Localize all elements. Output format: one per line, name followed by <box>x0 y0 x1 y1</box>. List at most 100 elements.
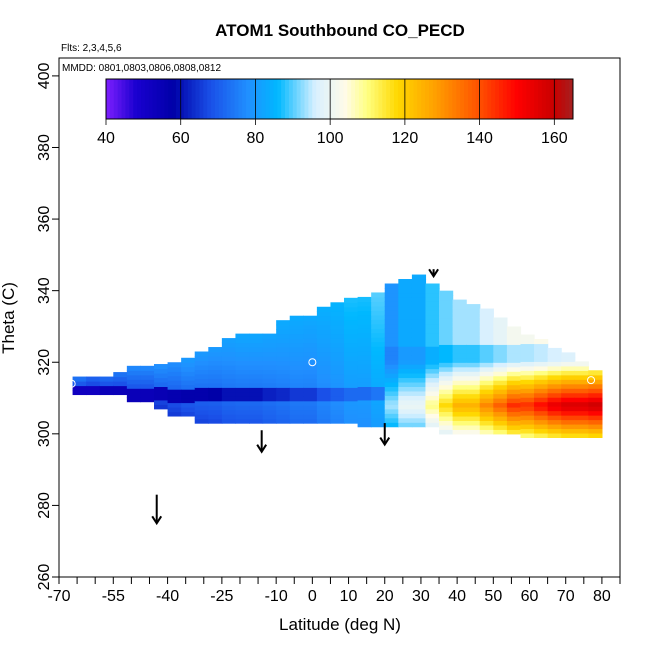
heatmap-cell <box>425 413 440 419</box>
heatmap-cell <box>113 385 128 391</box>
heatmap-cell <box>384 399 399 405</box>
heatmap-cell <box>411 386 427 392</box>
heatmap-cell <box>411 332 427 338</box>
colorbar-swatch <box>370 79 376 119</box>
heatmap-cell <box>493 389 508 395</box>
colorbar-tick-label: 80 <box>247 130 265 147</box>
colorbar-tick-label: 60 <box>172 130 190 147</box>
heatmap-cell <box>384 292 399 298</box>
heatmap-cell <box>452 335 467 341</box>
y-tick-label: 400 <box>36 62 53 89</box>
heatmap-cell <box>398 328 413 334</box>
heatmap-cell <box>479 326 494 332</box>
heatmap-cell <box>303 320 318 326</box>
heatmap-cell <box>574 379 589 385</box>
heatmap-cell <box>303 400 318 406</box>
colorbar-swatch <box>366 79 372 119</box>
heatmap-cell <box>371 386 386 392</box>
heatmap-cell <box>357 386 372 392</box>
colorbar-swatch <box>168 79 173 119</box>
heatmap-cell <box>439 321 454 328</box>
heatmap-cell <box>398 323 413 329</box>
heatmap-cell <box>249 405 264 411</box>
heatmap-cell <box>425 310 440 316</box>
heatmap-cell <box>262 351 277 357</box>
heatmap-cell <box>547 388 562 394</box>
heatmap-cell <box>384 404 399 410</box>
colorbar-swatch <box>253 79 259 119</box>
heatmap-cell <box>371 422 386 428</box>
heatmap-cell <box>520 365 535 371</box>
heatmap-cell <box>439 326 454 332</box>
heatmap-cell <box>357 346 372 352</box>
heatmap-cell <box>411 287 427 294</box>
colorbar-swatch <box>561 79 566 119</box>
heatmap-cell <box>479 321 494 328</box>
heatmap-cell <box>303 315 318 321</box>
x-tick-label: 30 <box>412 588 430 605</box>
heatmap-cell <box>154 386 169 392</box>
heatmap-cell <box>316 324 332 330</box>
heatmap-cell <box>479 402 494 408</box>
heatmap-cell <box>208 355 223 362</box>
heatmap-cell <box>520 397 535 403</box>
heatmap-cell <box>506 415 522 421</box>
heatmap-cell <box>398 287 413 294</box>
heatmap-cell <box>249 342 264 348</box>
heatmap-cell <box>194 360 209 366</box>
heatmap-cell <box>194 351 209 357</box>
heatmap-cell <box>493 371 508 377</box>
heatmap-cell <box>452 384 467 390</box>
heatmap-cell <box>194 396 209 402</box>
heatmap-cell <box>574 388 589 394</box>
heatmap-cell <box>452 366 467 372</box>
heatmap-cell <box>479 308 494 314</box>
heatmap-cell <box>479 393 494 399</box>
heatmap-cell <box>262 373 277 379</box>
y-tick-label: 300 <box>36 420 53 447</box>
heatmap-cell <box>303 387 318 393</box>
heatmap-cell <box>235 396 250 402</box>
heatmap-cell <box>479 330 494 336</box>
flight-marker <box>587 376 596 385</box>
heatmap-cell <box>344 414 359 420</box>
heatmap-cell <box>235 373 250 379</box>
heatmap-cell <box>452 308 467 314</box>
heatmap-cell <box>303 347 318 353</box>
heatmap-cell <box>398 314 413 320</box>
heatmap-cell <box>493 384 508 390</box>
heatmap-cell <box>357 355 372 361</box>
colorbar-swatch <box>242 79 247 119</box>
heatmap-cell <box>466 330 481 336</box>
heatmap-cell <box>384 381 399 387</box>
heatmap-cell <box>371 355 386 361</box>
heatmap-cell <box>330 382 345 388</box>
heatmap-cell <box>99 376 114 382</box>
heatmap-cell <box>561 388 576 394</box>
heatmap-cell <box>371 359 386 365</box>
heatmap-cell <box>466 411 481 417</box>
heatmap-cell <box>493 330 508 336</box>
colorbar-swatch <box>308 79 313 119</box>
heatmap-cell <box>493 348 508 354</box>
heatmap-cell <box>357 408 372 414</box>
heatmap-cell <box>208 400 223 406</box>
heatmap-cell <box>316 320 332 326</box>
heatmap-cell <box>357 328 372 334</box>
heatmap-cell <box>547 370 562 376</box>
colorbar-swatch <box>397 79 403 119</box>
heatmap-cell <box>547 419 562 425</box>
colorbar-swatch <box>425 79 430 119</box>
heatmap-cell <box>452 402 467 408</box>
heatmap-cell <box>547 356 562 362</box>
colorbar-tick-label: 40 <box>97 130 115 147</box>
heatmap-cell <box>371 404 386 410</box>
heatmap-cell <box>452 326 467 332</box>
heatmap-cell <box>86 381 101 387</box>
heatmap-cell <box>439 406 454 413</box>
heatmap-cell <box>249 414 264 420</box>
heatmap-cell <box>493 415 508 421</box>
heatmap-cell <box>289 373 304 379</box>
heatmap-cell <box>384 422 399 428</box>
heatmap-cell <box>208 373 223 379</box>
